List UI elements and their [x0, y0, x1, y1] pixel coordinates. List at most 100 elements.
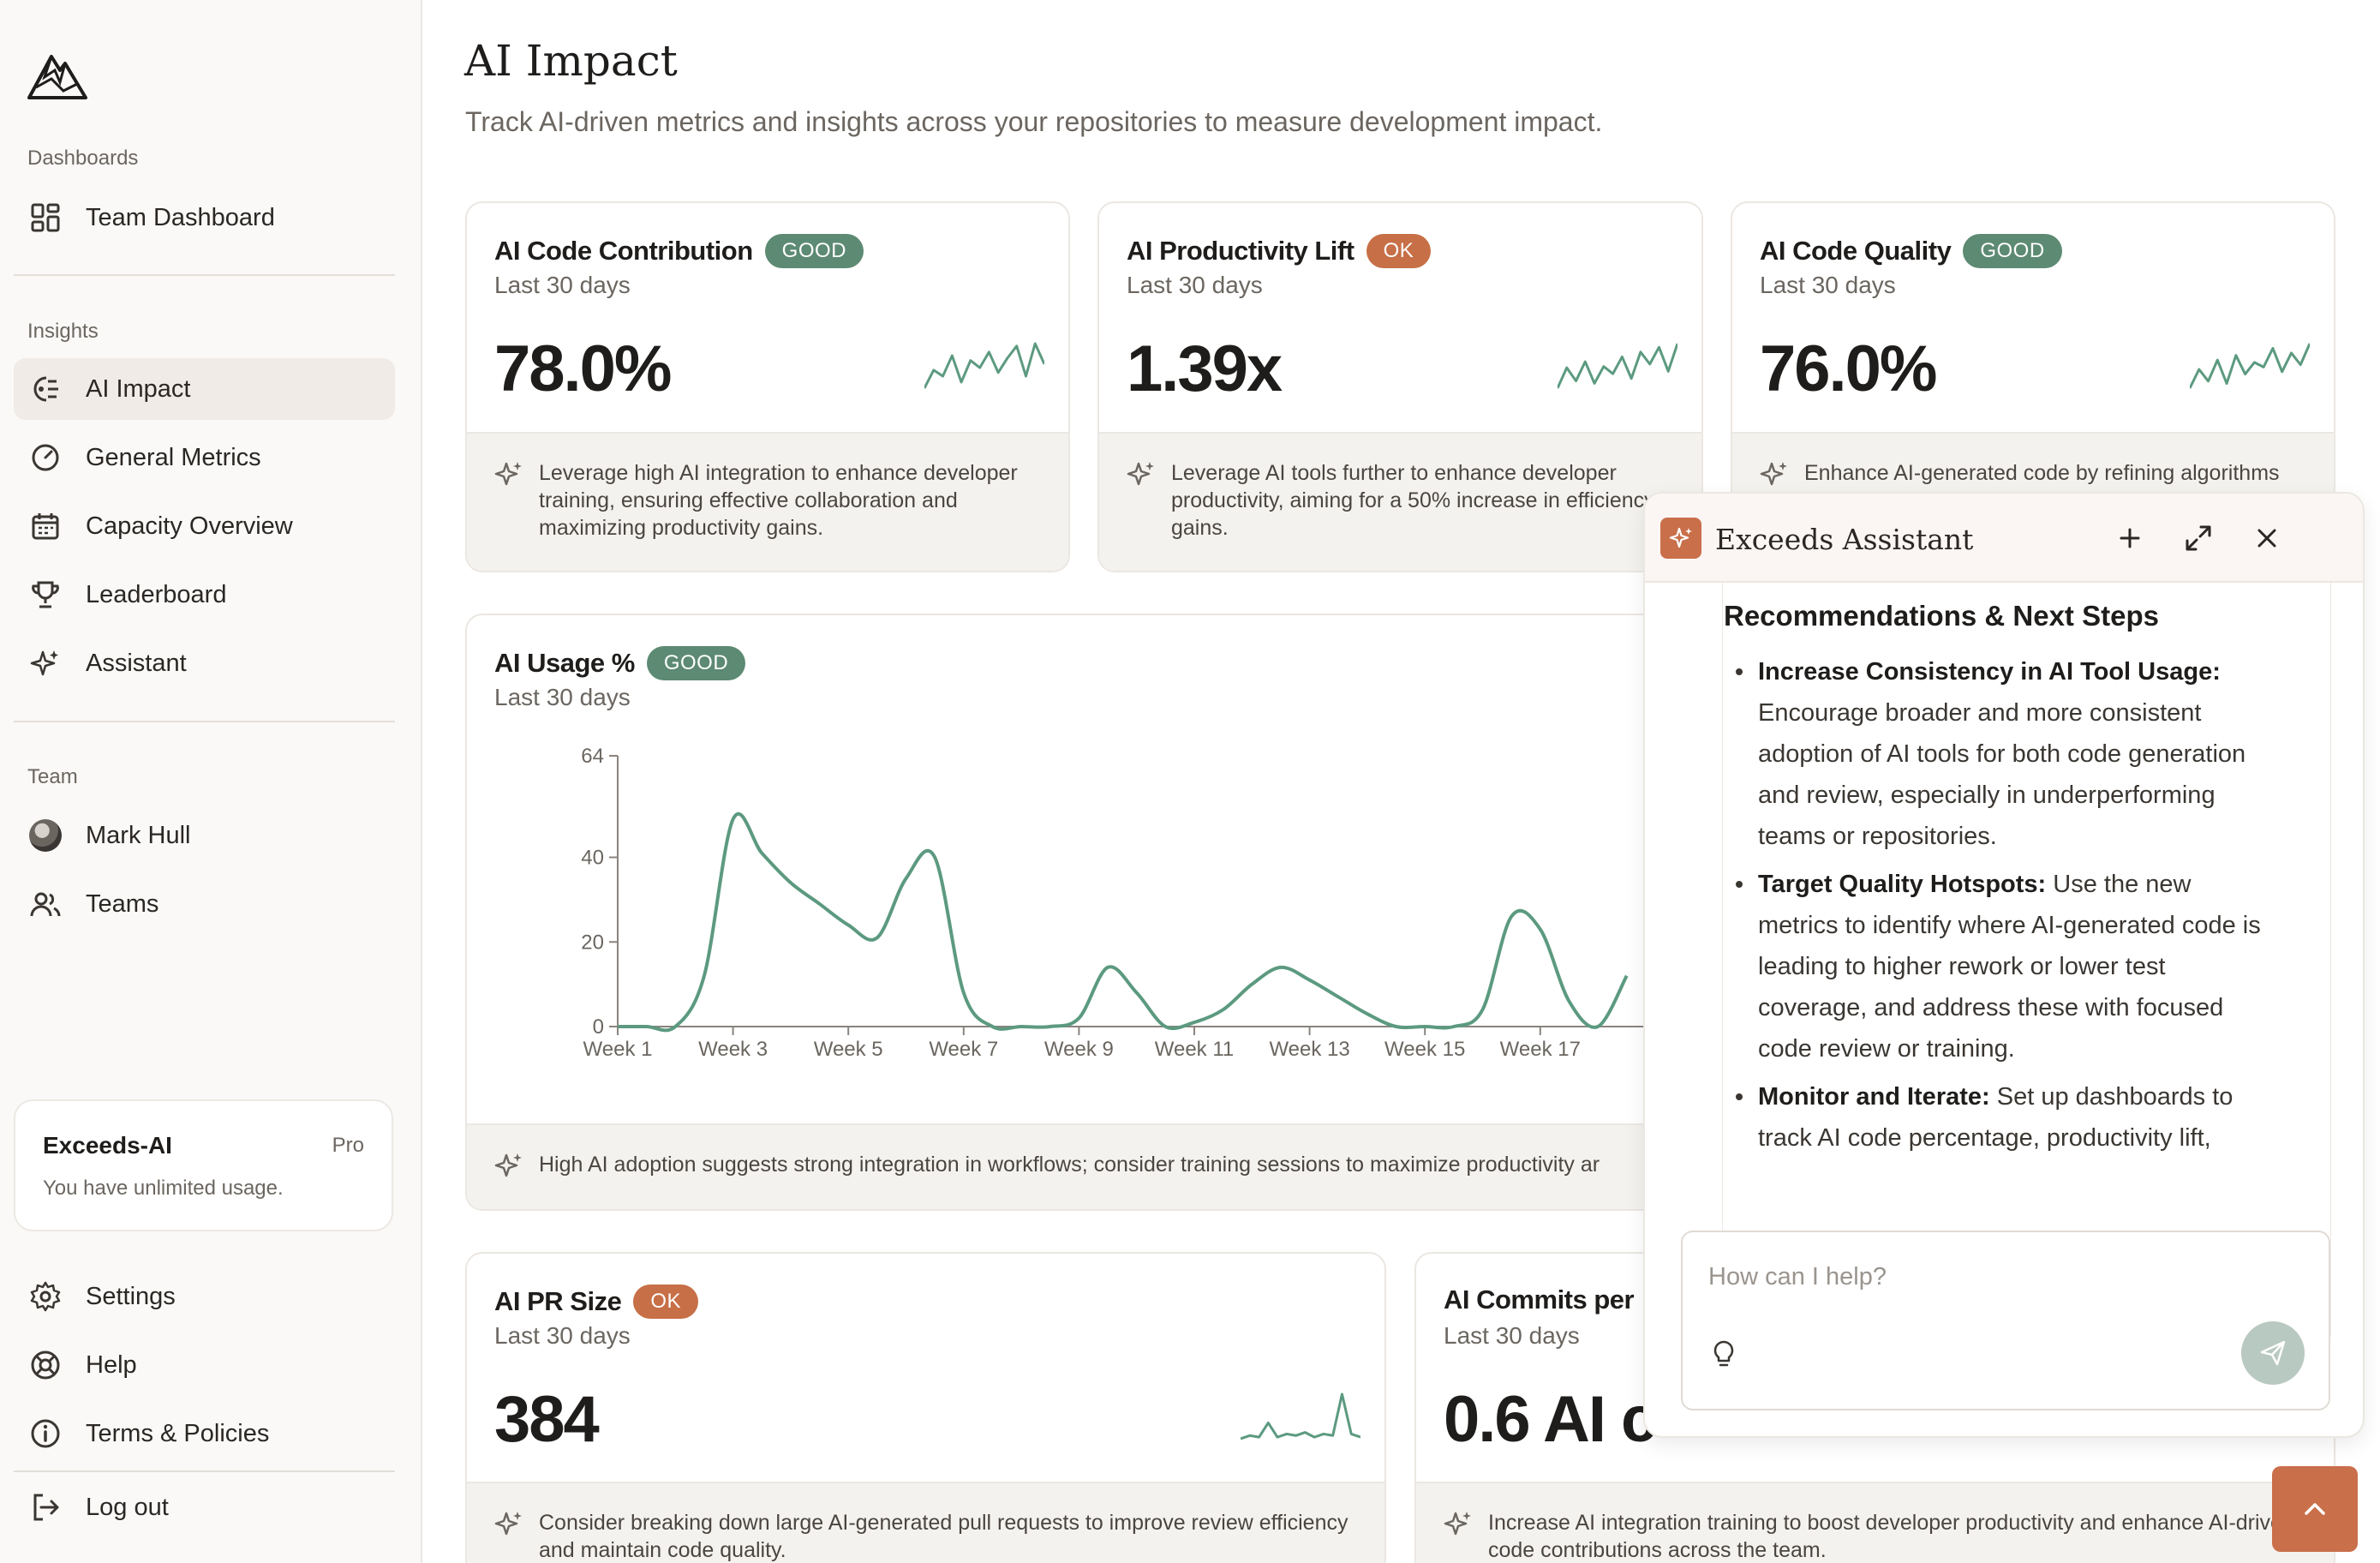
gauge-icon [29, 441, 62, 474]
sidebar-item-label: Help [86, 1350, 137, 1379]
y-tick-label: 64 [581, 745, 604, 768]
card-ai-productivity-lift[interactable]: AI Productivity Lift OK Last 30 days 1.3… [1097, 201, 1703, 572]
trophy-icon [29, 578, 62, 611]
x-tick-label: Week 5 [814, 1038, 883, 1061]
card-title: AI Usage % [494, 648, 635, 678]
sidebar-item-team-dashboard[interactable]: Team Dashboard [14, 187, 395, 249]
expand-icon [2186, 525, 2211, 551]
card-period: Last 30 days [1444, 1322, 1580, 1349]
assistant-messages[interactable]: Recommendations & Next Steps Increase Co… [1645, 583, 2363, 1337]
mountain-logo-icon[interactable] [26, 45, 89, 105]
page-title: AI Impact [464, 36, 678, 86]
plan-card: Exceeds-AI Pro You have unlimited usage. [14, 1099, 393, 1231]
sidebar-item-label: Leaderboard [86, 580, 227, 608]
sidebar-item-label: Capacity Overview [86, 512, 293, 540]
assistant-title: Exceeds Assistant [1715, 523, 1974, 556]
card-insight: Leverage high AI integration to enhance … [467, 432, 1068, 571]
assistant-header: Exceeds Assistant [1645, 494, 2363, 583]
sidebar: Dashboards Team Dashboard Insights AI Im… [0, 0, 422, 1563]
card-value: 78.0% [494, 332, 672, 405]
sidebar-item-leaderboard[interactable]: Leaderboard [14, 564, 395, 626]
insight-text: Enhance AI-generated code by refining al… [1804, 461, 2280, 485]
card-period: Last 30 days [494, 1322, 631, 1349]
sidebar-item-mark-hull[interactable]: Mark Hull [14, 805, 395, 866]
status-badge: OK [633, 1285, 699, 1319]
card-period: Last 30 days [1760, 272, 1896, 298]
plan-name: Exceeds-AI [43, 1132, 172, 1159]
y-tick-label: 20 [581, 931, 604, 954]
usage-line-chart: 0 20 40 64 Week 1 Week 3 Week 5 Week 7 Week 9 Wee… [581, 745, 1706, 1061]
x-tick-label: Week 7 [929, 1038, 998, 1061]
sidebar-item-settings[interactable]: Settings [14, 1266, 395, 1327]
send-icon [2260, 1340, 2286, 1366]
x-tick-label: Week 9 [1044, 1038, 1114, 1061]
card-insight: Consider breaking down large AI-generate… [467, 1482, 1384, 1563]
list-item: Monitor and Iterate: Set up dashboards t… [1736, 1076, 2272, 1159]
card-title: AI Code Contribution [494, 236, 753, 266]
expand-button[interactable] [2180, 519, 2217, 557]
close-icon [2257, 529, 2276, 548]
sparkle-icon [494, 1512, 522, 1536]
card-ai-usage[interactable]: AI Usage % GOOD Last 30 days 0 20 40 64 Week… [465, 614, 1707, 1211]
lightbulb-icon[interactable] [1707, 1337, 1741, 1371]
sparkle-icon [29, 647, 62, 680]
assistant-panel: Exceeds Assistant Recommendations & Next… [1643, 492, 2365, 1438]
sidebar-item-label: AI Impact [86, 374, 191, 403]
sidebar-item-general-metrics[interactable]: General Metrics [14, 427, 395, 488]
card-header: AI Code Quality GOOD [1760, 234, 2062, 268]
plan-note: You have unlimited usage. [43, 1177, 284, 1200]
x-tick-label: Week 11 [1155, 1038, 1235, 1061]
usage-series-line [618, 811, 1629, 1033]
sidebar-item-assistant[interactable]: Assistant [14, 632, 395, 694]
close-button[interactable] [2248, 519, 2286, 557]
divider [14, 1470, 395, 1472]
x-tick-label: Week 1 [583, 1038, 653, 1061]
sparkline [1558, 343, 1677, 389]
plus-icon [2120, 528, 2140, 548]
sidebar-item-label: Teams [86, 889, 159, 918]
sidebar-item-label: Settings [86, 1282, 176, 1310]
insight-text: Leverage high AI integration to enhance … [539, 461, 1018, 540]
card-period: Last 30 days [494, 272, 631, 298]
sidebar-item-ai-impact[interactable]: AI Impact [14, 358, 395, 420]
y-tick-label: 0 [593, 1015, 604, 1039]
assistant-input-box [1681, 1231, 2330, 1410]
sidebar-item-terms[interactable]: Terms & Policies [14, 1403, 395, 1464]
x-tick-label: Week 13 [1269, 1038, 1349, 1061]
section-insights: Insights [27, 320, 99, 343]
card-header: AI Productivity Lift OK [1127, 234, 1432, 268]
sparkline-series [1558, 343, 1677, 389]
sidebar-item-help[interactable]: Help [14, 1334, 395, 1396]
x-tick-label: Week 17 [1500, 1038, 1581, 1061]
send-button[interactable] [2241, 1321, 2305, 1385]
chevron-up-icon [2305, 1503, 2325, 1515]
card-ai-pr-size[interactable]: AI PR Size OK Last 30 days 384 Consider … [465, 1252, 1386, 1563]
x-tick-label: Week 15 [1384, 1038, 1465, 1061]
message-border [2330, 583, 2331, 1337]
sparkline-series [1241, 1392, 1360, 1440]
recommendations-heading: Recommendations & Next Steps [1724, 600, 2159, 632]
sidebar-item-logout[interactable]: Log out [14, 1476, 395, 1538]
sparkline-series [2190, 343, 2310, 389]
dashboard-grid-icon [29, 201, 62, 234]
list-item: Increase Consistency in AI Tool Usage: E… [1736, 651, 2272, 857]
x-tick-label: Week 3 [698, 1038, 768, 1061]
scroll-to-top-button[interactable] [2272, 1466, 2358, 1552]
assistant-input[interactable] [1708, 1258, 2291, 1296]
card-ai-code-contribution[interactable]: AI Code Contribution GOOD Last 30 days 7… [465, 201, 1070, 572]
insight-text: Increase AI integration training to boos… [1488, 1511, 2294, 1562]
sidebar-item-capacity-overview[interactable]: Capacity Overview [14, 495, 395, 557]
card-header: AI Usage % GOOD [494, 646, 746, 680]
sparkline [924, 342, 1044, 389]
message-border [1722, 583, 1723, 1337]
sidebar-item-teams[interactable]: Teams [14, 873, 395, 935]
status-badge: GOOD [764, 234, 864, 268]
assistant-sparkle-icon [1660, 518, 1701, 559]
card-title: AI Code Quality [1760, 236, 1952, 266]
users-icon [29, 888, 62, 920]
new-chat-button[interactable] [2111, 519, 2149, 557]
card-insight: High AI adoption suggests strong integra… [467, 1123, 1706, 1209]
sidebar-item-label: Terms & Policies [86, 1419, 270, 1447]
calendar-icon [29, 510, 62, 542]
card-header: AI Commits per [1444, 1285, 1635, 1315]
